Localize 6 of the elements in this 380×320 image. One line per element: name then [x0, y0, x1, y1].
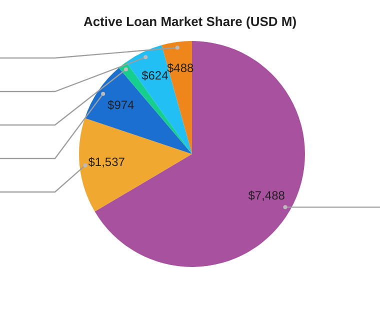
data-label: $1,537	[88, 155, 126, 170]
data-label: $624	[142, 68, 169, 83]
pie-slice	[79, 118, 192, 212]
data-label: $7,488	[248, 188, 286, 203]
chart-title: Active Loan Market Share (USD M)	[83, 14, 297, 29]
data-label: $974	[108, 98, 135, 112]
